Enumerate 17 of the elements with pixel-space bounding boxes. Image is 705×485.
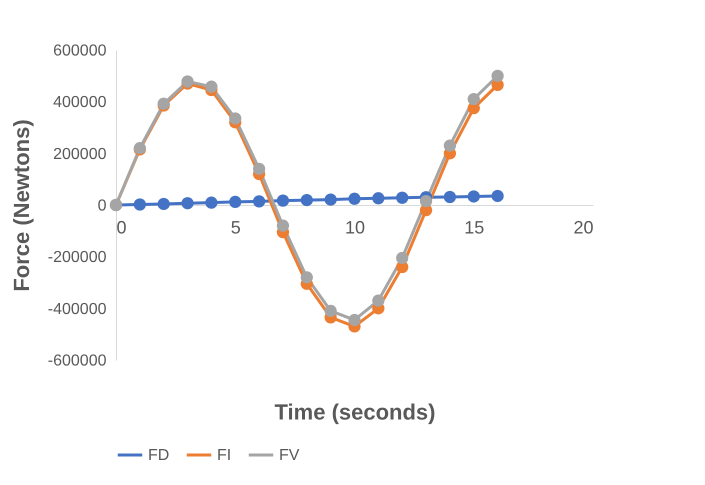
x-tick-label: 15 bbox=[464, 218, 484, 238]
x-tick-label: 0 bbox=[116, 218, 127, 238]
y-tick-label: -200000 bbox=[48, 249, 107, 266]
legend-label: FD bbox=[148, 447, 170, 464]
y-tick-label: 400000 bbox=[53, 94, 107, 112]
y-tick-label: 0 bbox=[98, 198, 107, 214]
y-tick-label: -400000 bbox=[48, 300, 107, 318]
y-axis-title: Force (Newtons) bbox=[8, 119, 34, 292]
x-axis-title: Time (seconds) bbox=[274, 400, 436, 424]
x-tick-label: 20 bbox=[573, 218, 594, 238]
y-tick-label: 600000 bbox=[53, 42, 107, 60]
y-tick-label: 200000 bbox=[53, 146, 107, 163]
legend-label: FV bbox=[279, 447, 300, 464]
x-tick-label: 5 bbox=[230, 218, 241, 238]
x-tick-label: 10 bbox=[344, 218, 366, 238]
legend-label: FI bbox=[217, 447, 232, 464]
y-tick-label: -600000 bbox=[48, 352, 107, 370]
